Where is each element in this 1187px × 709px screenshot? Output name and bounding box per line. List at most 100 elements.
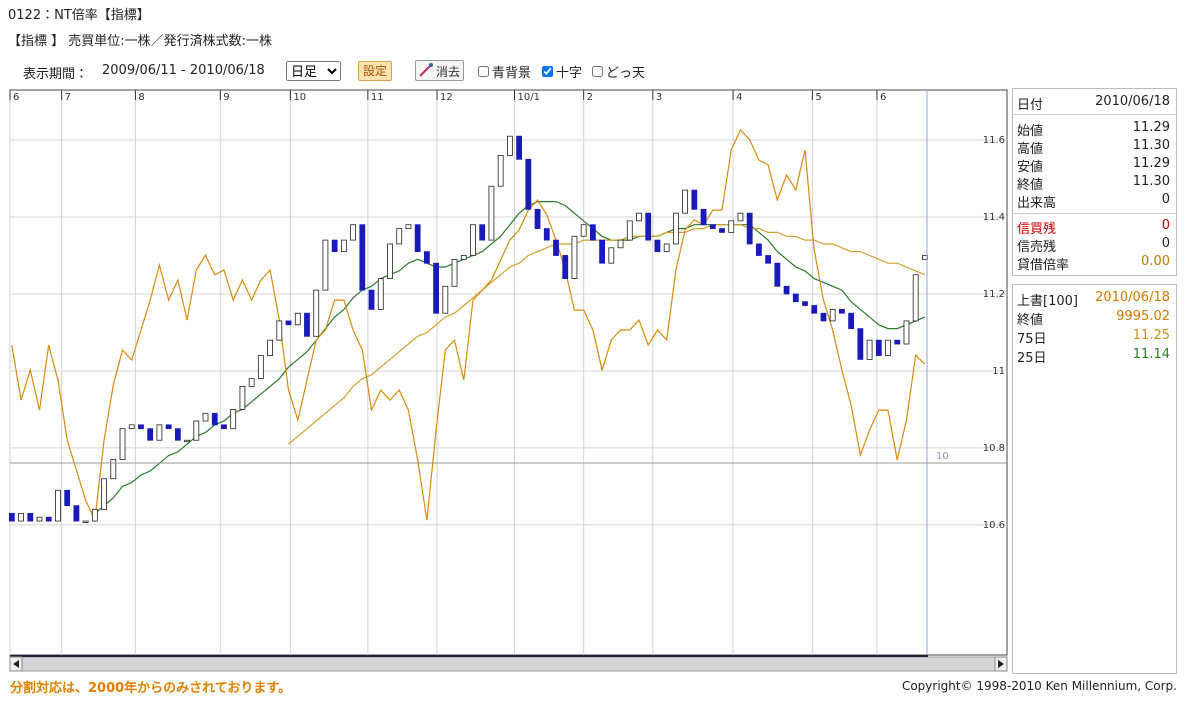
candle (746, 212, 753, 245)
candle (156, 424, 163, 441)
candle (497, 155, 504, 187)
x-tick-label: 3 (656, 92, 662, 103)
candle (811, 305, 818, 314)
date-row: 日付 2010/06/18 (1017, 94, 1170, 113)
copyright: Copyright© 1998-2010 Ken Millennium, Cor… (901, 679, 1177, 693)
candle (36, 516, 43, 522)
candle (866, 339, 873, 360)
candle (248, 378, 255, 387)
candle (128, 424, 135, 430)
option-blue-bg[interactable]: 青背景 (478, 62, 531, 81)
candle (617, 239, 624, 249)
series-line (11, 128, 926, 523)
label: 上書[100] (1017, 294, 1078, 309)
candle (525, 158, 532, 210)
label: 75日 (1017, 332, 1047, 347)
x-tick-label: 10 (293, 92, 306, 103)
candle (8, 512, 15, 522)
candle (626, 220, 633, 241)
x-tick-label: 5 (815, 92, 821, 103)
candle (691, 189, 698, 210)
candle (894, 339, 901, 345)
candle (359, 224, 366, 291)
info-panel: 日付 2010/06/18 始値 11.29 高値 11.30 安値 11.29 終値 1… (1012, 88, 1177, 276)
value: 0.00 (1141, 254, 1170, 269)
value: 0 (1161, 192, 1170, 207)
candle (304, 312, 310, 337)
scroll-left-arrow (13, 660, 19, 668)
candle (423, 251, 430, 264)
candle (322, 239, 329, 291)
clear-button[interactable]: 消去 (415, 60, 464, 81)
interval-select[interactable]: 日足 (286, 61, 341, 81)
checkbox[interactable] (542, 66, 553, 77)
candle (110, 459, 117, 480)
candle (433, 262, 439, 314)
overlay-row: 上書[100] 2010/06/18 (1017, 290, 1170, 309)
ma-row: 75日 11.25 (1017, 328, 1170, 347)
candle (682, 189, 689, 214)
candle (553, 239, 559, 256)
candle (589, 224, 596, 241)
candle (239, 385, 246, 410)
separator (1013, 114, 1176, 115)
candle (654, 239, 661, 253)
value: 9995.02 (1116, 309, 1170, 324)
candle (368, 289, 375, 310)
candle (672, 212, 679, 245)
candle (119, 428, 126, 460)
x-tick-label: 2 (587, 92, 593, 103)
y-tick-label: 11.6 (983, 135, 1005, 146)
set-button[interactable]: 設定 (358, 61, 393, 81)
scroll-right-arrow (998, 660, 1004, 668)
label: 貸借倍率 (1017, 258, 1070, 273)
candle (442, 285, 449, 314)
ma-row: 25日 11.14 (1017, 347, 1170, 366)
option-dotten[interactable]: どっ天 (592, 62, 645, 81)
candle (783, 285, 790, 295)
x-tick-label: 6 (880, 92, 886, 103)
candle (875, 339, 882, 356)
checkbox[interactable] (592, 66, 603, 77)
label: 終値 (1017, 178, 1044, 193)
candle (414, 224, 421, 253)
candle (839, 308, 845, 314)
label: 信買残 (1017, 222, 1057, 237)
period: 2009/06/11 - 2010/06/18 (102, 63, 265, 78)
candle (857, 328, 864, 360)
label: 始値 (1017, 124, 1044, 139)
candle (820, 312, 827, 322)
option-crosshair[interactable]: 十字 (542, 62, 582, 81)
margin-row: 信売残 0 (1017, 236, 1170, 255)
candle (202, 412, 209, 422)
candle (257, 355, 264, 380)
x-tick-label: 9 (223, 92, 229, 103)
label: 25日 (1017, 351, 1047, 366)
candle (774, 262, 781, 287)
candle (562, 255, 569, 279)
candle (802, 301, 808, 306)
checkbox[interactable] (478, 66, 489, 77)
option-label: 十字 (556, 66, 583, 81)
candle (912, 274, 919, 322)
candle (534, 208, 541, 229)
overlay-panel: 上書[100] 2010/06/18 終値 9995.02 75日 11.25 25日… (1012, 284, 1177, 674)
value: 2010/06/18 (1095, 290, 1170, 305)
option-label: どっ天 (606, 66, 646, 81)
x-tick-label: 6 (13, 92, 19, 103)
y-tick-label: 10.6 (983, 520, 1005, 531)
candle (285, 320, 292, 326)
chart: 6 7 8 9 10 11 12 10/1 2 3 4 5 6 11.6 11.4 11.2 11 10.8 10.… (8, 89, 1008, 672)
crosshair-label: 10 (936, 451, 949, 462)
candle (543, 228, 550, 241)
x-tick-label: 12 (440, 92, 453, 103)
value: 11.29 (1132, 120, 1170, 135)
candle (350, 224, 356, 241)
value: 11.30 (1132, 174, 1170, 189)
margin-row: 貸借倍率 0.00 (1017, 254, 1170, 273)
x-tick-label: 11 (371, 92, 384, 103)
candle (451, 258, 458, 287)
value: 11.29 (1132, 156, 1170, 171)
candle (211, 412, 218, 426)
